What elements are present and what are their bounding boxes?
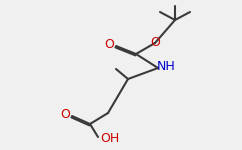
Text: NH: NH [157,60,175,74]
Text: O: O [104,39,114,51]
Text: O: O [60,108,70,122]
Text: O: O [150,36,160,50]
Text: OH: OH [100,132,120,144]
